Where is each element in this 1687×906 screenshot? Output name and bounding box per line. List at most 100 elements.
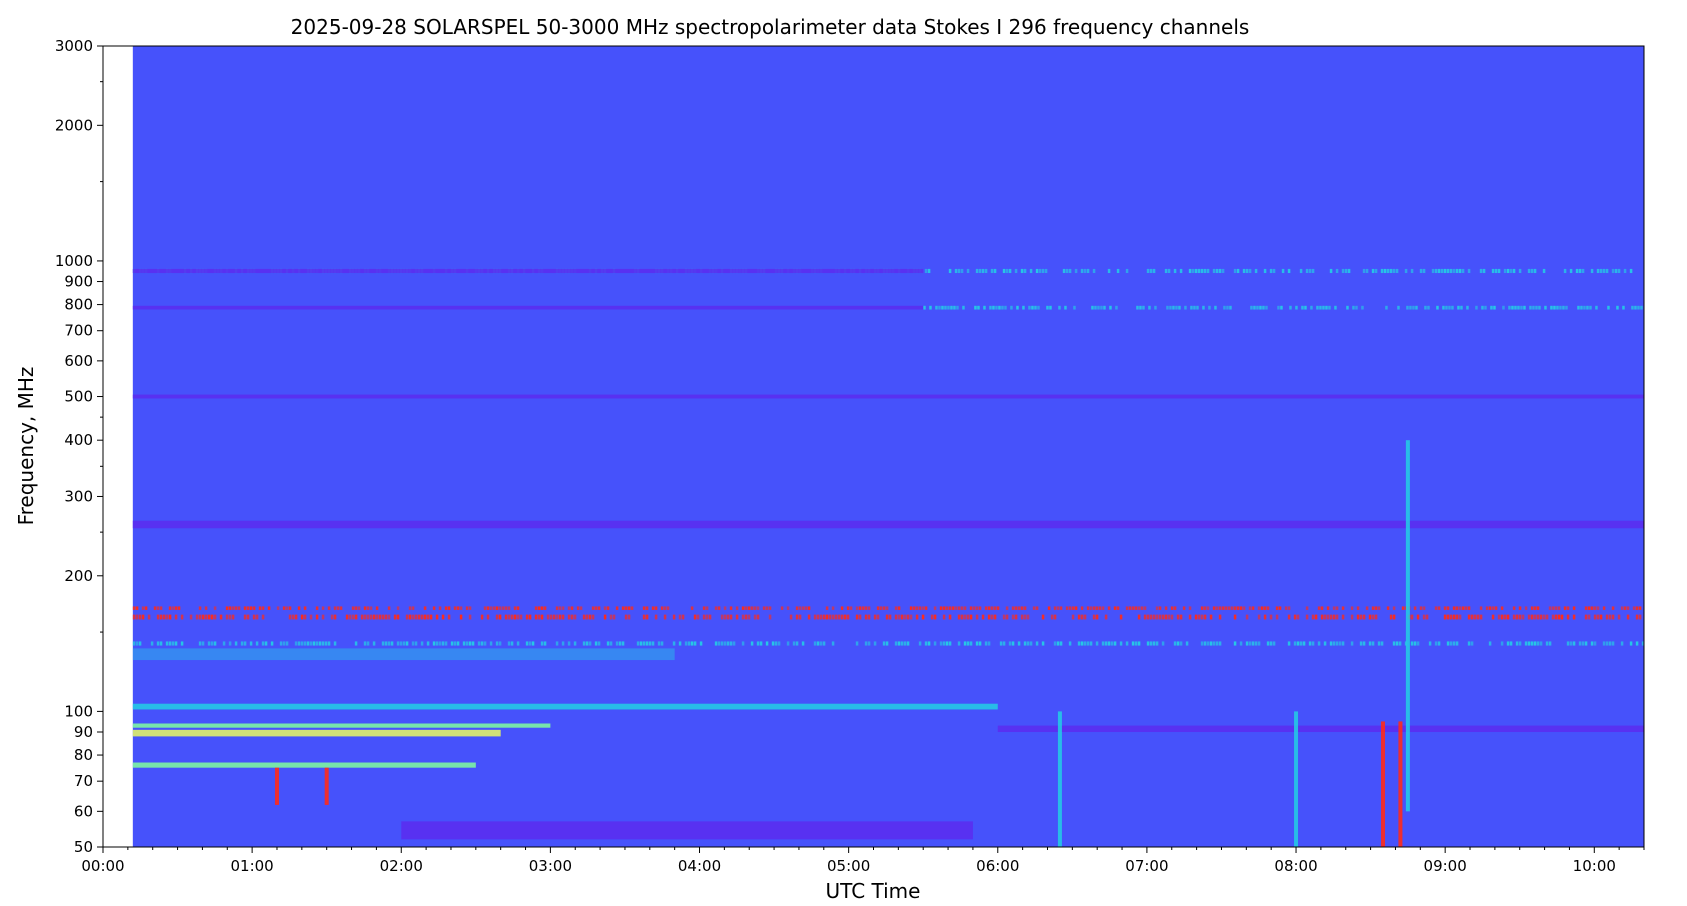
speckle-mark [1299,268,1303,274]
speckle-mark [543,606,547,610]
speckle-mark [1584,641,1588,646]
speckle-mark [1215,641,1219,646]
speckle-mark [576,606,580,610]
speckle-mark [1203,268,1207,274]
speckle-mark [1389,268,1393,274]
speckle-mark [1508,305,1511,310]
speckle-mark [1326,614,1330,620]
speckle-mark [1014,268,1018,274]
speckle-mark [504,614,508,620]
speckle-mark [1397,305,1400,310]
speckle-mark [1083,641,1087,646]
speckle-mark [1119,614,1123,620]
speckle-mark [795,606,799,610]
y-tick-label: 90 [74,723,93,741]
speckle-mark [1245,614,1249,620]
speckle-mark [648,641,652,646]
speckle-mark [1368,641,1372,646]
speckle-mark [1212,606,1216,610]
speckle-mark [777,641,781,646]
speckle-mark [1620,606,1624,610]
speckle-mark [672,614,676,620]
speckle-mark [495,641,499,646]
speckle-mark [1062,268,1066,274]
speckle-mark [135,641,139,646]
speckle-mark [1542,268,1546,274]
speckle-mark [528,641,532,646]
speckle-mark [1152,614,1156,620]
speckle-mark [210,614,214,620]
speckle-mark [957,614,961,620]
speckle-mark [555,606,559,610]
speckle-mark [519,614,523,620]
speckle-mark [213,614,217,620]
speckle-mark [960,268,964,274]
speckle-mark [1152,268,1156,274]
chart-title: 2025-09-28 SOLARSPEL 50-3000 MHz spectro… [291,15,1250,39]
speckle-mark [1035,268,1039,274]
speckle-mark [264,641,268,646]
speckle-mark [198,614,202,620]
speckle-mark [894,614,898,620]
speckle-mark [1431,268,1435,274]
speckle-mark [1209,614,1213,620]
speckle-mark [1491,614,1495,620]
speckle-mark [990,614,994,620]
speckle-mark [1341,614,1345,620]
speckle-mark [468,606,472,610]
speckle-mark [1587,614,1591,620]
speckle-mark [1452,641,1456,646]
speckle-mark [1164,268,1168,274]
speckle-mark [171,606,175,610]
speckle-mark [645,606,649,610]
speckle-mark [408,614,412,620]
speckle-mark [1272,641,1276,646]
speckle-mark [900,614,904,620]
speckle-mark [1461,268,1465,274]
speckle-mark [963,641,967,646]
speckle-mark [882,606,886,610]
speckle-mark [1289,305,1292,310]
speckle-mark [1476,614,1480,620]
speckle-mark [144,606,148,610]
speckle-mark [1266,606,1270,610]
speckle-mark [717,606,721,610]
speckle-mark [642,606,646,610]
speckle-mark [1362,268,1366,274]
speckle-mark [441,614,445,620]
speckle-mark [1248,268,1252,274]
speckle-mark [1503,268,1507,274]
speckle-mark [267,606,271,610]
speckle-mark [615,641,619,646]
speckle-mark [1143,606,1147,610]
speckle-mark [390,641,394,646]
speckle-mark [1578,268,1582,274]
speckle-mark [1593,606,1597,610]
speckle-mark [1529,305,1532,310]
speckle-mark [948,268,952,274]
speckle-mark [1443,606,1447,610]
speckle-mark [516,641,520,646]
speckle-mark [132,641,136,646]
speckle-mark [974,305,977,310]
speckle-mark [528,614,532,620]
speckle-mark [726,614,730,620]
speckle-mark [1251,606,1255,610]
speckle-mark [1193,305,1196,310]
speckle-mark [1020,614,1024,620]
speckle-mark [201,641,205,646]
speckle-mark [1101,606,1105,610]
speckle-mark [1623,606,1627,610]
speckle-mark [1092,268,1096,274]
speckle-mark [912,606,916,610]
speckle-mark [204,614,208,620]
speckle-mark [873,641,877,646]
speckle-mark [1350,614,1354,620]
speckle-mark [933,606,937,610]
speckle-mark [1640,305,1643,310]
speckle-mark [651,606,655,610]
speckle-mark [396,606,400,610]
speckle-mark [1512,614,1516,620]
speckle-mark [1422,268,1426,274]
speckle-mark [663,606,667,610]
